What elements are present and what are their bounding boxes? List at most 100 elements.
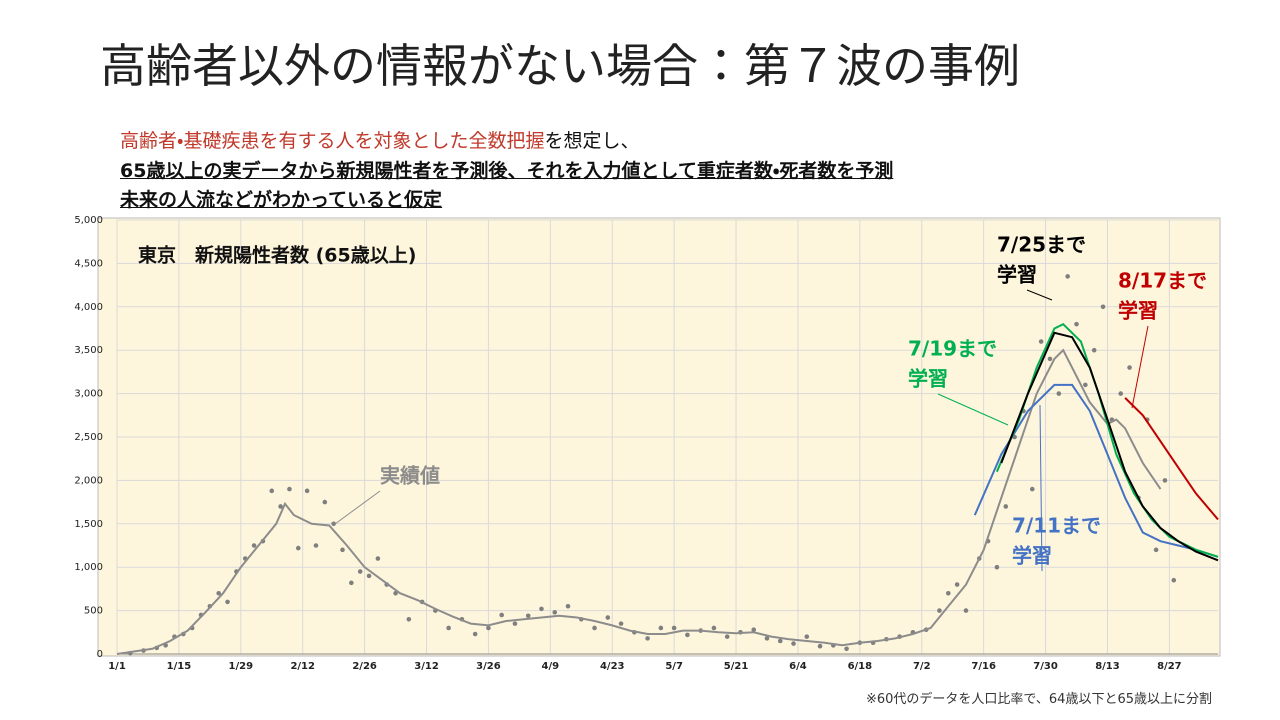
data-point [313,543,319,548]
series-label: 7/19まで [908,337,997,361]
data-point [945,590,951,596]
data-point [937,608,942,613]
data-point [994,564,1000,570]
series-line [116,348,1162,655]
data-point [751,627,757,632]
data-point [216,590,221,596]
data-point [499,612,504,618]
data-point [552,610,558,615]
x-tick-label: 7/2 [913,661,931,672]
x-tick-label: 6/18 [848,661,873,672]
data-point [954,582,960,587]
data-point [375,556,381,561]
slide-title: 高齢者以外の情報がない場合：第７波の事例 [100,39,1020,93]
y-tick-label: 3,000 [74,389,103,400]
subtitle-line: 高齢者・基礎疾患を有する人を対象とした全数把握を想定し、 [120,126,639,153]
y-tick-label: 4,500 [74,258,103,269]
y-tick-label: 0 [97,649,103,660]
data-point [349,580,354,586]
x-tick-label: 2/26 [352,661,377,672]
y-tick-label: 1,500 [74,519,103,530]
series-label: 学習 [1012,544,1052,568]
x-tick-label: 3/12 [414,661,439,672]
data-point [225,599,230,605]
data-point [322,499,328,505]
data-point [366,573,372,579]
y-tick-label: 2,000 [74,475,103,486]
x-tick-label: 6/4 [789,661,807,672]
y-tick-label: 5,000 [74,215,103,226]
data-point [658,625,664,631]
data-point [711,625,717,631]
y-tick-label: 3,500 [74,345,103,356]
data-point [645,636,650,641]
data-point [1100,304,1106,310]
x-tick-label: 2/12 [290,661,315,672]
series-label: 実績値 [380,464,440,488]
data-point [1003,504,1009,509]
label-pointer [334,490,381,525]
series-label: 学習 [908,367,948,391]
data-point [685,632,690,638]
data-point [406,616,412,622]
data-point [1091,347,1097,353]
data-point [472,631,478,637]
data-point [1038,339,1044,344]
label-pointer [1026,289,1053,301]
x-tick-label: 3/26 [476,661,501,672]
data-point [446,625,451,631]
y-tick-label: 4,000 [74,302,103,313]
x-tick-label: 4/9 [542,661,560,672]
data-point [1127,365,1132,370]
data-point [1162,478,1168,483]
x-tick-label: 5/21 [724,661,749,672]
data-point [1171,577,1177,583]
y-tick-label: 500 [84,606,103,617]
data-point [1074,321,1079,327]
data-point [764,636,770,641]
x-tick-label: 1/1 [108,661,126,672]
data-point [817,643,823,649]
data-point [565,603,571,609]
data-point [1056,391,1062,396]
x-tick-label: 4/23 [600,661,625,672]
data-point [844,646,849,652]
data-point [963,608,969,613]
data-point [1153,547,1159,553]
data-point [1065,274,1070,279]
x-tick-label: 8/27 [1157,661,1182,672]
series-label: 8/17まで [1118,269,1207,293]
data-point [295,545,301,551]
x-tick-label: 1/15 [167,661,192,672]
data-point [1118,391,1124,396]
y-tick-label: 1,000 [74,562,103,573]
series-label: 7/25まで [997,233,1086,257]
series-label: 7/11まで [1012,514,1101,538]
series-line [1124,397,1219,521]
series-label: 学習 [997,263,1037,287]
x-tick-label: 7/30 [1033,661,1058,672]
data-point [512,621,518,626]
subtitle-line: 65歳以上の実データから新規陽性者を予測後、それを入力値として重症者数・死者数を… [120,160,894,182]
data-point [357,569,363,574]
data-point [592,625,597,631]
series-label: 学習 [1118,299,1158,323]
data-point [804,634,810,639]
data-point [539,606,544,612]
x-tick-label: 5/7 [665,661,683,672]
data-point [269,488,275,494]
data-point [393,590,398,596]
data-point [278,504,283,509]
series-line [1000,331,1219,562]
data-point [525,613,531,619]
series-line [973,383,1219,558]
data-point [340,547,345,553]
data-point [1047,356,1053,362]
data-point [605,615,611,620]
data-point [777,638,783,644]
data-point [486,625,491,631]
data-point [304,488,310,494]
data-point [618,621,624,626]
